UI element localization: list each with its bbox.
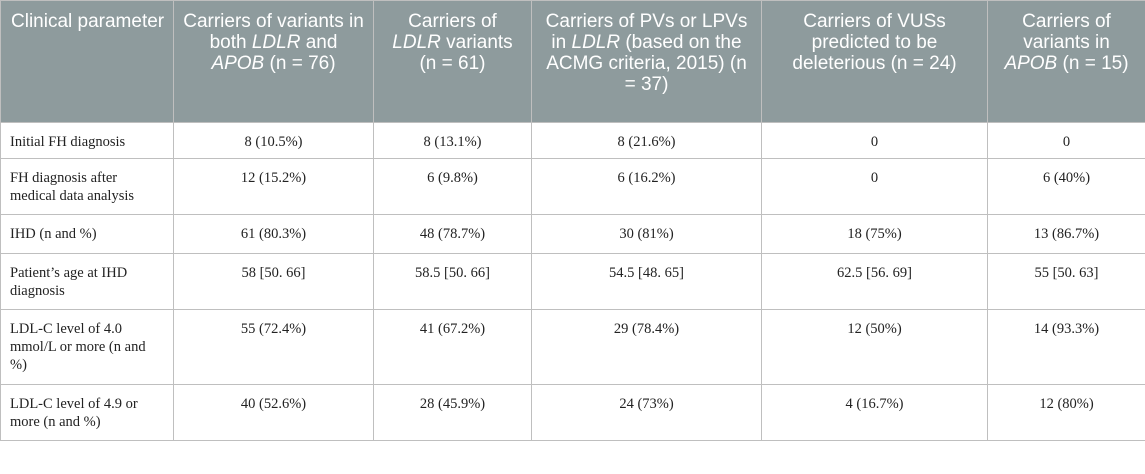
header-text-part: APOB	[211, 53, 265, 74]
header-text-part: (based on the ACMG criteria, 2015) (n = …	[546, 32, 747, 95]
cell-value: 12 (15.2%)	[173, 158, 374, 215]
header-text-part: (n = 76)	[264, 53, 336, 74]
cell-value: 55 (72.4%)	[173, 309, 374, 385]
header-text-part: Carriers of variants in both	[183, 11, 364, 53]
cell-value: 12 (50%)	[761, 309, 988, 385]
header-text-part: Clinical parameter	[11, 11, 165, 32]
row-param: FH diagnosis after medical data analysis	[0, 158, 174, 215]
header-text-part: LDLR	[571, 32, 621, 53]
cell-value: 8 (10.5%)	[173, 122, 374, 159]
cell-value: 0	[987, 122, 1145, 159]
header-text-part: APOB	[1004, 53, 1058, 74]
row-param: LDL-C level of 4.9 or more (n and %)	[0, 384, 174, 441]
cell-value: 8 (13.1%)	[373, 122, 532, 159]
cell-value: 28 (45.9%)	[373, 384, 532, 441]
header-apob-variants: Carriers of variants in APOB (n = 15)	[987, 0, 1145, 123]
table-row: FH diagnosis after medical data analysis…	[0, 158, 1145, 215]
table-row: IHD (n and %) 61 (80.3%) 48 (78.7%) 30 (…	[0, 214, 1145, 254]
cell-value: 6 (40%)	[987, 158, 1145, 215]
row-param: IHD (n and %)	[0, 214, 174, 254]
cell-value: 54.5 [48. 65]	[531, 253, 762, 310]
cell-value: 58 [50. 66]	[173, 253, 374, 310]
cell-value: 40 (52.6%)	[173, 384, 374, 441]
cell-value: 6 (9.8%)	[373, 158, 532, 215]
cell-value: 61 (80.3%)	[173, 214, 374, 254]
header-pvs-lpvs-ldlr: Carriers of PVs or LPVs in LDLR (based o…	[531, 0, 762, 123]
header-text-part: variants (n = 61)	[419, 32, 513, 74]
header-row: Clinical parameter Carriers of variants …	[0, 0, 1145, 123]
cell-value: 30 (81%)	[531, 214, 762, 254]
header-text-part: Carriers of	[408, 11, 497, 32]
cell-value: 12 (80%)	[987, 384, 1145, 441]
row-param: LDL-C level of 4.0 mmol/L or more (n and…	[0, 309, 174, 385]
header-text-part: and	[300, 32, 338, 53]
cell-value: 41 (67.2%)	[373, 309, 532, 385]
cell-value: 13 (86.7%)	[987, 214, 1145, 254]
cell-value: 0	[761, 158, 988, 215]
cell-value: 6 (16.2%)	[531, 158, 762, 215]
header-text-part: LDLR	[251, 32, 301, 53]
table-row: LDL-C level of 4.0 mmol/L or more (n and…	[0, 309, 1145, 385]
cell-value: 58.5 [50. 66]	[373, 253, 532, 310]
cell-value: 24 (73%)	[531, 384, 762, 441]
clinical-parameters-table: Clinical parameter Carriers of variants …	[0, 0, 1145, 441]
header-vus-deleterious: Carriers of VUSs predicted to be deleter…	[761, 0, 988, 123]
row-param: Patient’s age at IHD diagnosis	[0, 253, 174, 310]
cell-value: 62.5 [56. 69]	[761, 253, 988, 310]
cell-value: 8 (21.6%)	[531, 122, 762, 159]
header-text-part: Carriers of VUSs predicted to be deleter…	[792, 11, 957, 74]
header-text-part: Carriers of variants in	[1022, 11, 1111, 53]
cell-value: 18 (75%)	[761, 214, 988, 254]
header-ldlr-variants: Carriers of LDLR variants (n = 61)	[373, 0, 532, 123]
cell-value: 48 (78.7%)	[373, 214, 532, 254]
header-text-part: LDLR	[392, 32, 441, 53]
header-text-part: (n = 15)	[1057, 53, 1129, 74]
cell-value: 55 [50. 63]	[987, 253, 1145, 310]
cell-value: 4 (16.7%)	[761, 384, 988, 441]
cell-value: 0	[761, 122, 988, 159]
row-param: Initial FH diagnosis	[0, 122, 174, 159]
header-text-part: Carriers of PVs or LPVs in	[545, 11, 748, 53]
table-row: Patient’s age at IHD diagnosis 58 [50. 6…	[0, 253, 1145, 310]
header-both-ldlr-apob: Carriers of variants in both LDLR and AP…	[173, 0, 374, 123]
header-clinical-parameter: Clinical parameter	[0, 0, 174, 123]
cell-value: 29 (78.4%)	[531, 309, 762, 385]
cell-value: 14 (93.3%)	[987, 309, 1145, 385]
table-row: LDL-C level of 4.9 or more (n and %) 40 …	[0, 384, 1145, 441]
table-row: Initial FH diagnosis 8 (10.5%) 8 (13.1%)…	[0, 122, 1145, 159]
